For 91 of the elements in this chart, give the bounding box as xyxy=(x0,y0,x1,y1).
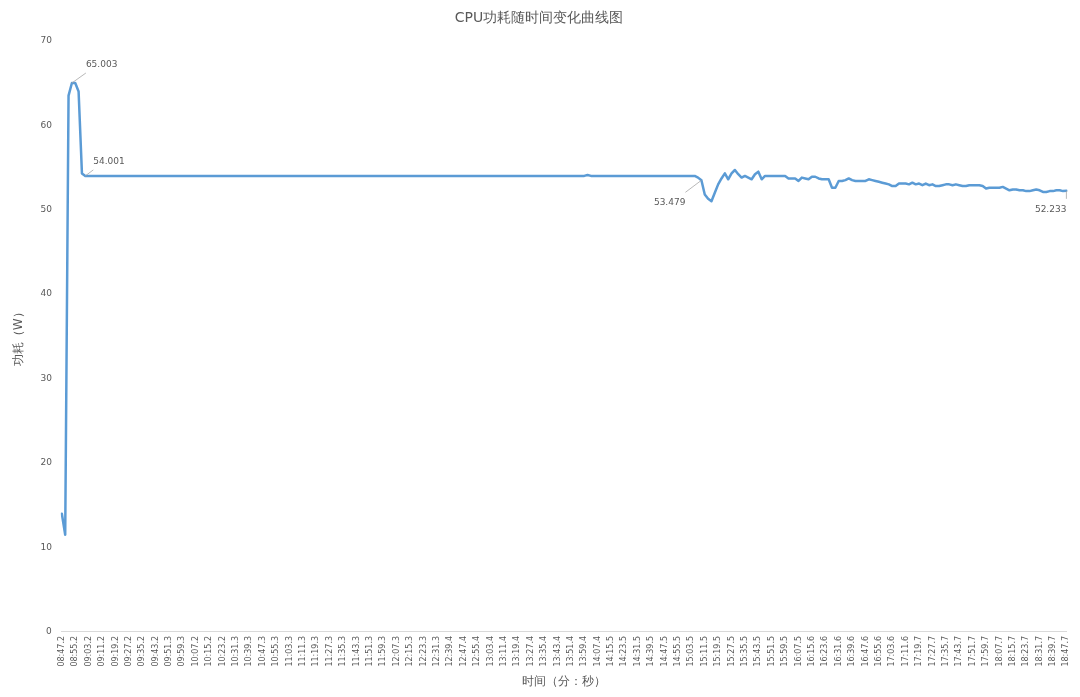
x-tick-label: 14:31.5 xyxy=(632,635,642,667)
y-tick-label: 50 xyxy=(40,204,53,215)
x-tick-label: 15:19.5 xyxy=(713,635,723,667)
x-tick-label: 10:31.3 xyxy=(231,635,241,667)
x-tick-label: 17:59.7 xyxy=(981,635,991,667)
chart-title: CPU功耗随时间变化曲线图 xyxy=(454,9,624,26)
x-tick-label: 11:51.3 xyxy=(364,635,374,667)
x-tick-label: 17:43.7 xyxy=(954,635,964,667)
x-tick-label: 17:27.7 xyxy=(927,635,937,667)
x-tick-label: 14:15.5 xyxy=(606,635,616,667)
x-tick-label: 16:39.6 xyxy=(847,635,857,667)
x-tick-label: 14:39.5 xyxy=(646,635,656,667)
x-tick-label: 13:03.4 xyxy=(485,635,495,667)
x-tick-label: 13:59.4 xyxy=(579,635,589,667)
x-tick-label: 09:19.2 xyxy=(110,635,120,667)
y-tick-label: 60 xyxy=(40,119,53,130)
x-tick-label: 13:11.4 xyxy=(498,635,508,667)
data-label: 52.233 xyxy=(1034,203,1067,214)
x-tick-label: 10:07.2 xyxy=(190,635,200,667)
x-tick-label: 10:39.3 xyxy=(244,635,254,667)
x-tick-label: 08:55.2 xyxy=(70,635,80,667)
x-tick-label: 12:39.4 xyxy=(445,635,455,667)
x-tick-label: 14:07.4 xyxy=(592,635,602,667)
x-tick-label: 13:27.4 xyxy=(525,635,535,667)
y-tick-label: 10 xyxy=(40,541,53,552)
x-tick-label: 16:47.6 xyxy=(860,635,870,667)
x-tick-label: 16:31.6 xyxy=(833,635,843,667)
x-tick-label: 12:07.3 xyxy=(391,635,401,667)
x-tick-label: 15:59.5 xyxy=(780,635,790,667)
x-tick-label: 10:47.3 xyxy=(257,635,267,667)
y-tick-label: 70 xyxy=(40,35,53,46)
y-tick-label: 20 xyxy=(40,457,53,468)
x-tick-label: 12:31.3 xyxy=(431,635,441,667)
x-tick-label: 18:39.7 xyxy=(1048,635,1058,667)
x-tick-label: 09:27.2 xyxy=(123,635,133,667)
x-tick-label: 15:11.5 xyxy=(699,635,709,667)
x-tick-label: 11:43.3 xyxy=(351,635,361,667)
x-tick-label: 16:23.6 xyxy=(820,635,830,667)
x-tick-label: 09:35.2 xyxy=(137,635,147,667)
data-label: 65.003 xyxy=(85,58,118,69)
x-tick-label: 08:47.2 xyxy=(56,635,66,667)
x-tick-label: 15:51.5 xyxy=(766,635,776,667)
x-tick-label: 13:43.4 xyxy=(552,635,562,667)
x-tick-label: 15:27.5 xyxy=(726,635,736,667)
x-tick-label: 18:07.7 xyxy=(994,635,1004,667)
x-tick-label: 11:11.3 xyxy=(298,635,308,667)
x-tick-label: 16:55.6 xyxy=(873,635,883,667)
x-tick-label: 09:51.3 xyxy=(164,635,174,667)
x-tick-label: 10:15.2 xyxy=(204,635,214,667)
x-tick-label: 09:43.2 xyxy=(150,635,160,667)
x-tick-label: 17:11.6 xyxy=(900,635,910,667)
x-tick-label: 10:23.2 xyxy=(217,635,227,667)
x-tick-label: 14:55.5 xyxy=(673,635,683,667)
y-axis-title: 功耗（W） xyxy=(11,306,26,367)
x-tick-label: 09:11.2 xyxy=(97,635,107,667)
x-tick-label: 11:27.3 xyxy=(324,635,334,667)
x-tick-label: 09:03.2 xyxy=(83,635,93,667)
x-tick-label: 12:55.4 xyxy=(472,635,482,667)
x-tick-label: 12:23.3 xyxy=(418,635,428,667)
x-tick-label: 12:47.4 xyxy=(458,635,468,667)
x-tick-label: 16:07.5 xyxy=(793,635,803,667)
x-tick-label: 12:15.3 xyxy=(405,635,415,667)
x-tick-label: 13:35.4 xyxy=(539,635,549,667)
x-tick-label: 11:59.3 xyxy=(378,635,388,667)
x-tick-label: 15:03.5 xyxy=(686,635,696,667)
x-tick-label: 18:47.7 xyxy=(1061,635,1071,667)
x-tick-label: 11:19.3 xyxy=(311,635,321,667)
data-label: 53.479 xyxy=(653,197,686,208)
x-tick-label: 18:23.7 xyxy=(1021,635,1031,667)
x-tick-label: 14:23.5 xyxy=(619,635,629,667)
x-tick-label: 16:15.6 xyxy=(806,635,816,667)
x-tick-label: 11:35.3 xyxy=(338,635,348,667)
x-tick-label: 18:31.7 xyxy=(1034,635,1044,667)
x-tick-label: 10:55.3 xyxy=(271,635,281,667)
x-tick-label: 14:47.5 xyxy=(659,635,669,667)
y-tick-label: 40 xyxy=(40,288,53,299)
x-tick-label: 09:59.3 xyxy=(177,635,187,667)
x-tick-label: 13:19.4 xyxy=(512,635,522,667)
x-axis-title: 时间（分：秒） xyxy=(522,673,607,688)
x-tick-label: 17:03.6 xyxy=(887,635,897,667)
x-tick-label: 17:35.7 xyxy=(940,635,950,667)
x-tick-label: 17:19.7 xyxy=(914,635,924,667)
x-tick-label: 15:43.5 xyxy=(753,635,763,667)
x-tick-label: 13:51.4 xyxy=(565,635,575,667)
data-label: 54.001 xyxy=(93,155,125,166)
y-tick-label: 30 xyxy=(40,372,53,383)
y-tick-label: 0 xyxy=(46,626,53,637)
x-tick-label: 17:51.7 xyxy=(967,635,977,667)
x-tick-label: 15:35.5 xyxy=(740,635,750,667)
x-tick-label: 18:15.7 xyxy=(1007,635,1017,667)
x-tick-label: 11:03.3 xyxy=(284,635,294,667)
